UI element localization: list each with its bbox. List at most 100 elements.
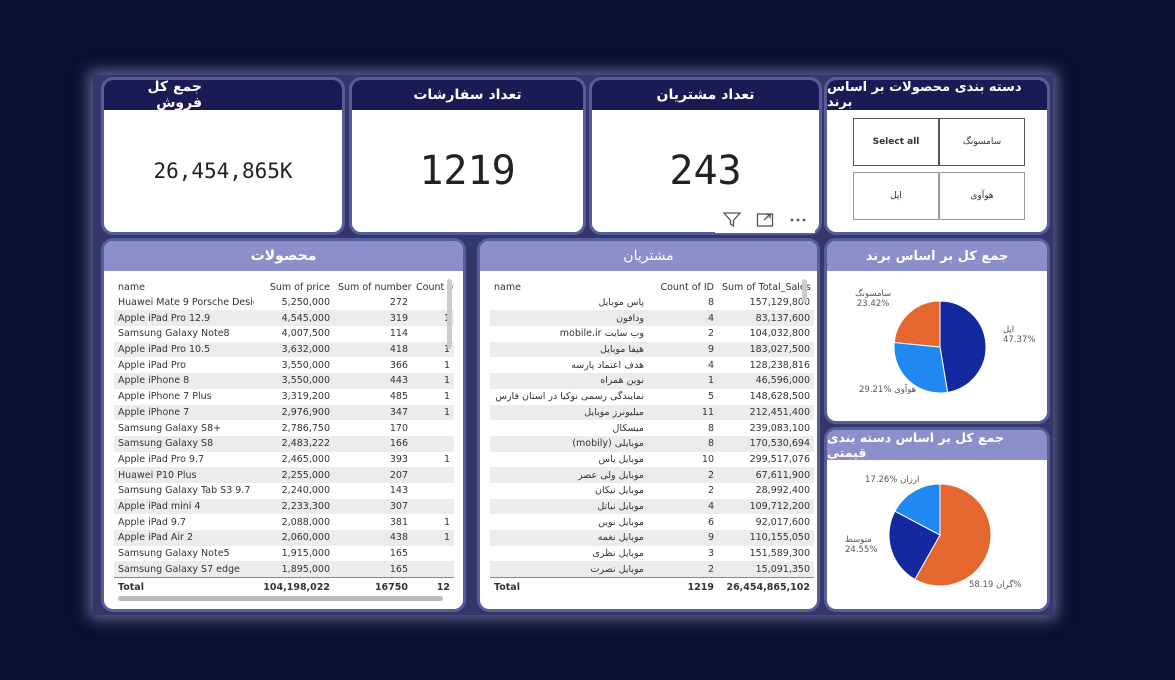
product-row[interactable]: Apple iPhone 7 Plus 3,319,200 485 1 — [114, 389, 454, 405]
customer-row[interactable]: موبایل نیاتل 4 109,712,200 — [490, 498, 814, 515]
customer-cell: موبایل نیاتل — [490, 498, 648, 515]
brand-slicer-title: دسته بندی محصولات بر اساس برند — [827, 80, 1047, 110]
customer-row[interactable]: موبایل ولی عصر 2 67,611,900 — [490, 467, 814, 483]
pie-slice[interactable] — [893, 300, 941, 348]
pie-slice[interactable] — [893, 341, 949, 394]
product-row[interactable]: Apple iPad Air 2 2,060,000 438 1 — [114, 530, 454, 546]
customer-row[interactable]: موبایل نیکان 2 28,992,400 — [490, 483, 814, 499]
customer-row[interactable]: موبایل یاس 10 299,517,076 — [490, 452, 814, 468]
pie-slice[interactable] — [939, 300, 987, 393]
customer-row[interactable]: میلیونرز موبایل 11 212,451,400 — [490, 404, 814, 421]
product-row[interactable]: Huawei Mate 9 Porsche Design 5,250,000 272 — [114, 295, 454, 311]
slicer-option-select-all[interactable]: Select all — [853, 118, 939, 166]
brand-pie-title: جمع کل بر اساس برند — [827, 241, 1047, 271]
product-cell: 307 — [334, 498, 412, 515]
product-cell: Apple iPad Pro 12.9 — [114, 310, 254, 327]
col-header-sum-price[interactable]: Sum of price — [269, 281, 330, 293]
col-header-count[interactable]: Count of — [416, 281, 454, 293]
customer-cell: 6 — [707, 516, 714, 528]
product-cell: Huawei P10 Plus — [114, 467, 254, 483]
customer-cell: 2 — [648, 561, 718, 578]
pie-slice[interactable] — [888, 510, 941, 581]
customer-cell: موبایل نصرت — [490, 561, 648, 578]
product-row[interactable]: Apple iPhone 7 2,976,900 347 1 — [114, 404, 454, 421]
product-cell: 114 — [389, 328, 408, 340]
product-row[interactable]: Apple iPad Pro 3,550,000 366 1 — [114, 357, 454, 373]
filter-icon[interactable] — [722, 211, 742, 229]
customer-row[interactable]: پاس موبایل 8 157,129,800 — [490, 295, 814, 311]
product-row[interactable]: Apple iPad Pro 10.5 3,632,000 418 1 — [114, 341, 454, 358]
price-pie-label-mid: متوسط 24.55% — [845, 535, 878, 555]
customer-row[interactable]: هدف اعتماد پارسه 4 128,238,816 — [490, 357, 814, 373]
product-cell: 3,550,000 — [254, 373, 334, 389]
product-cell: 4,007,500 — [281, 328, 330, 340]
col-header-customer-name[interactable]: name — [494, 281, 521, 293]
product-row[interactable]: Apple iPad Pro 9.7 2,465,000 393 1 — [114, 452, 454, 468]
product-row[interactable]: Apple iPad mini 4 2,233,300 307 — [114, 498, 454, 515]
customer-row[interactable]: هیفا موبایل 9 183,027,500 — [490, 341, 814, 358]
slicer-option-samsung[interactable]: سامسونگ — [939, 118, 1025, 166]
customer-cell: 110,155,050 — [718, 530, 814, 546]
customer-row[interactable]: موبایل نوین 6 92,017,600 — [490, 514, 814, 530]
visual-toolbar — [715, 207, 815, 233]
product-row[interactable]: Samsung Galaxy S8 2,483,222 166 — [114, 435, 454, 452]
customer-row[interactable]: ودافون 4 83,137,600 — [490, 310, 814, 327]
product-cell: 1 — [443, 359, 450, 371]
product-cell: 1 — [412, 341, 454, 358]
product-row[interactable]: Apple iPad 9.7 2,088,000 381 1 — [114, 514, 454, 530]
col-header-sum-number[interactable]: Sum of number — [338, 281, 412, 293]
product-row[interactable]: Apple iPad Pro 12.94,545,0003191 — [114, 310, 454, 327]
customer-cell: 3 — [707, 548, 714, 560]
customer-cell: 299,517,076 — [749, 453, 810, 465]
brand-pie-chart — [893, 300, 987, 394]
product-cell: Apple iPad mini 4 — [114, 498, 254, 515]
product-cell: Apple iPhone 7 — [114, 404, 254, 421]
customers-scrollbar-vertical[interactable] — [802, 279, 807, 303]
product-row[interactable]: Samsung Galaxy S7 edge 1,895,000 165 — [114, 561, 454, 578]
customer-cell: 9 — [648, 341, 718, 358]
product-cell: 2,786,750 — [281, 422, 330, 434]
dashboard-canvas: جمع کل فروش 26,454,865K تعداد سفارشات 12… — [93, 75, 1053, 615]
product-cell: 3,632,000 — [254, 341, 334, 358]
customer-cell: 2 — [707, 485, 714, 497]
customer-row[interactable]: وب سایت mobile.ir 2 104,032,800 — [490, 326, 814, 342]
products-scrollbar-horizontal[interactable] — [118, 596, 443, 601]
pie-slice[interactable] — [894, 483, 941, 536]
customer-total-row: Total 1219 26,454,865,102 — [490, 577, 814, 597]
customer-row[interactable]: موبایلی (mobily) 8 170,530,694 — [490, 435, 814, 452]
customer-row[interactable]: میسکال 8 239,083,100 — [490, 420, 814, 436]
product-cell: 1 — [443, 453, 450, 465]
product-cell: 485 — [389, 391, 408, 403]
product-cell: 1 — [443, 516, 450, 528]
product-row[interactable]: Apple iPhone 8 3,550,000 443 1 — [114, 373, 454, 389]
customer-row[interactable]: نوین همراه 1 46,596,000 — [490, 373, 814, 389]
customers-table: name Count of ID Sum of Total_Sales پاس … — [490, 277, 814, 597]
customer-row[interactable]: موبایل نصرت 2 15,091,350 — [490, 561, 814, 578]
col-header-sum-total-sales[interactable]: Sum of Total_Sales — [722, 281, 811, 293]
kpi-customers-title: تعداد مشتریان — [592, 80, 819, 110]
slicer-option-apple[interactable]: اپل — [853, 172, 939, 220]
customer-cell: 104,032,800 — [749, 328, 810, 340]
customer-cell: 10 — [701, 453, 714, 465]
product-cell: Apple iPhone 8 — [114, 373, 254, 389]
products-table-title: محصولات — [104, 241, 463, 271]
more-options-icon[interactable] — [788, 211, 808, 229]
customer-row[interactable]: موبایل نظری 3 151,589,300 — [490, 546, 814, 562]
slicer-option-huawei[interactable]: هوآوی — [939, 172, 1025, 220]
col-header-count-id[interactable]: Count of ID — [660, 281, 714, 293]
pie-slice[interactable] — [914, 483, 992, 587]
product-cell: 2,976,900 — [254, 404, 334, 421]
product-row[interactable]: Samsung Galaxy S8+ 2,786,750 170 — [114, 420, 454, 436]
customer-row[interactable]: موبایل نغمه 9 110,155,050 — [490, 530, 814, 546]
product-row[interactable]: Huawei P10 Plus 2,255,000 207 — [114, 467, 454, 483]
col-header-name[interactable]: name — [118, 281, 145, 293]
product-row[interactable]: Samsung Galaxy Tab S3 9.7 2,240,000 143 — [114, 483, 454, 499]
product-row[interactable]: Samsung Galaxy Note5 1,915,000 165 — [114, 546, 454, 562]
customer-cell: موبایل نظری — [592, 548, 644, 560]
customer-row[interactable]: نمایندگی رسمی نوکیا در استان فارس 5 148,62… — [490, 389, 814, 405]
product-row[interactable]: Samsung Galaxy Note8 4,007,500 114 — [114, 326, 454, 342]
product-cell: 1 — [412, 404, 454, 421]
focus-mode-icon[interactable] — [755, 211, 775, 229]
products-scrollbar-vertical[interactable] — [447, 279, 452, 349]
customer-cell: پاس موبایل — [598, 297, 644, 309]
